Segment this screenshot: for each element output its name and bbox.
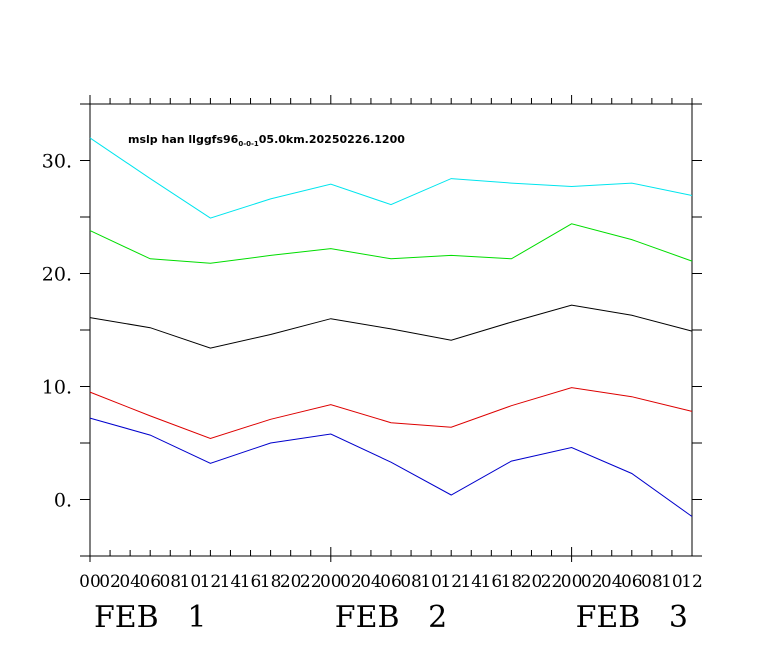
- x-tick-label: 06: [380, 572, 402, 592]
- x-tick-label: 10: [180, 572, 202, 592]
- x-tick-label: 04: [119, 572, 141, 592]
- x-tick-label: 20: [280, 572, 302, 592]
- x-tick-label: 08: [159, 572, 181, 592]
- plot-border: [89, 103, 693, 557]
- date-label: FEB 3: [576, 600, 688, 635]
- series-line-1: [89, 137, 693, 219]
- x-tick-label: 08: [641, 572, 663, 592]
- x-tick-label: 10: [420, 572, 442, 592]
- x-tick-label: 02: [99, 572, 121, 592]
- x-tick-label: 18: [501, 572, 523, 592]
- x-tick-label: 16: [240, 572, 262, 592]
- x-tick-label: 22: [541, 572, 563, 592]
- x-tick-label: 12: [440, 572, 462, 592]
- x-tick-label: 00: [320, 572, 342, 592]
- chart-title: mslp han llggfs960-0-105.0km.20250226.12…: [128, 133, 405, 148]
- label-layer: 0.10.20.30.00020406081012141618202200020…: [42, 151, 703, 636]
- x-tick-label: 00: [79, 572, 101, 592]
- x-tick-label: 06: [139, 572, 161, 592]
- x-tick-label: 06: [621, 572, 643, 592]
- x-tick-label: 12: [681, 572, 703, 592]
- x-tick-label: 14: [460, 572, 482, 592]
- tick-layer: [80, 95, 702, 562]
- x-tick-label: 12: [200, 572, 222, 592]
- series-layer: [89, 137, 693, 517]
- title-subscript: 0-0-1: [238, 140, 259, 148]
- x-tick-label: 08: [400, 572, 422, 592]
- x-tick-label: 22: [300, 572, 322, 592]
- x-tick-label: 16: [481, 572, 503, 592]
- y-tick-label: 0.: [54, 490, 72, 512]
- title-suffix: 05.0km.20250226.1200: [259, 133, 405, 146]
- x-tick-label: 00: [561, 572, 583, 592]
- x-tick-label: 10: [661, 572, 683, 592]
- date-label: FEB 2: [335, 600, 447, 635]
- x-tick-label: 02: [581, 572, 603, 592]
- title-prefix: mslp han llggfs96: [128, 133, 239, 146]
- x-tick-label: 02: [340, 572, 362, 592]
- series-line-2: [89, 223, 693, 264]
- y-tick-label: 20.: [42, 264, 72, 286]
- plot-frame: [89, 103, 693, 557]
- series-line-3: [89, 304, 693, 349]
- x-tick-label: 20: [521, 572, 543, 592]
- series-line-4: [89, 387, 693, 440]
- y-tick-label: 10.: [42, 377, 72, 399]
- series-line-5: [89, 417, 693, 517]
- y-tick-label: 30.: [42, 151, 72, 173]
- x-tick-label: 14: [220, 572, 242, 592]
- x-tick-label: 18: [260, 572, 282, 592]
- date-label: FEB 1: [94, 600, 206, 635]
- x-tick-label: 04: [601, 572, 623, 592]
- x-tick-label: 04: [360, 572, 382, 592]
